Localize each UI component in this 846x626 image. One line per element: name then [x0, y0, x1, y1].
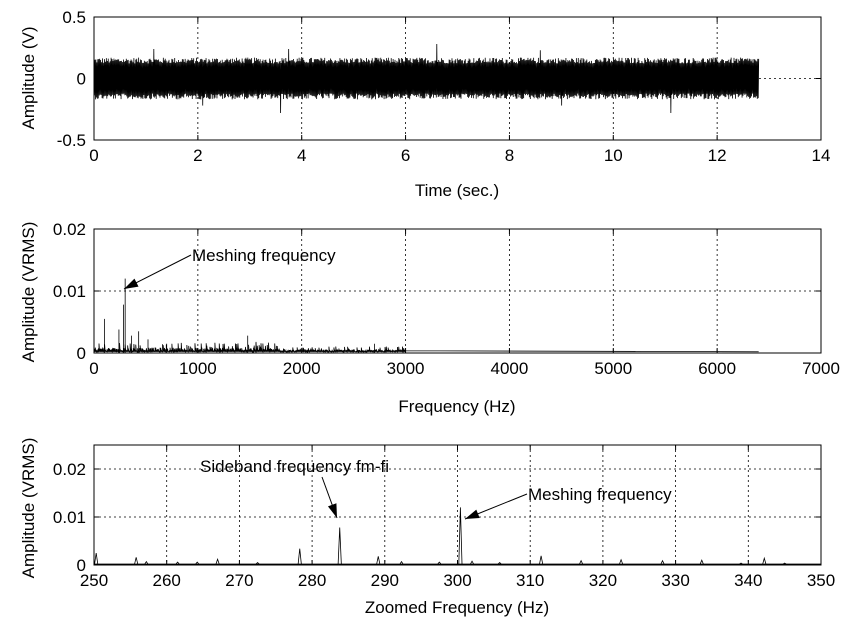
axes-frame — [93, 228, 822, 354]
zoomed-peak — [699, 559, 704, 565]
zoomed-peak — [255, 562, 260, 565]
annotation-label: Meshing frequency — [528, 485, 672, 504]
x-tick-label: 310 — [516, 571, 544, 590]
annotation-arrowhead — [327, 503, 337, 518]
y-axis-label: Amplitude (VRMS) — [19, 222, 38, 363]
annotation-arrowhead — [465, 509, 480, 519]
y-tick-label: 0.01 — [53, 282, 86, 301]
x-tick-label: 0 — [89, 146, 98, 165]
x-axis-label: Frequency (Hz) — [398, 397, 515, 416]
y-tick-label: 0.02 — [53, 220, 86, 239]
zoomed-peak — [619, 558, 624, 565]
y-axis-label: Amplitude (V) — [19, 27, 38, 130]
zoomed-peak — [337, 527, 342, 565]
zoomed-spectrum-panel: Amplitude (VRMS) Zoomed Frequency (Hz) 2… — [19, 438, 835, 617]
x-tick-label: 300 — [443, 571, 471, 590]
zoomed-peak — [399, 560, 404, 565]
zoomed-peak — [94, 552, 99, 565]
zoomed-peak — [437, 561, 442, 565]
x-tick-label: 4000 — [491, 359, 529, 378]
y-tick-label: 0 — [77, 344, 86, 363]
x-axis-label: Time (sec.) — [415, 181, 499, 200]
y-tick-label: 0.5 — [62, 8, 86, 27]
zoomed-peak — [458, 507, 463, 565]
x-tick-label: 8 — [505, 146, 514, 165]
zoomed-peak — [497, 562, 502, 565]
x-tick-label: 340 — [734, 571, 762, 590]
y-axis-label: Amplitude (VRMS) — [19, 438, 38, 579]
annotation-arrowhead — [124, 278, 139, 289]
y-tick-label: -0.5 — [57, 131, 86, 150]
x-tick-label: 0 — [89, 359, 98, 378]
y-tick-label: 0 — [77, 70, 86, 89]
time-signal-panel: Amplitude (V) Time (sec.) 0 2 4 6 8 10 12 14 -0.… — [19, 8, 830, 200]
x-tick-label: 6000 — [698, 359, 736, 378]
zoomed-peak — [579, 559, 584, 565]
axes-frame — [93, 16, 822, 141]
x-tick-label: 7000 — [802, 359, 840, 378]
x-tick-label: 5000 — [594, 359, 632, 378]
signal-trace — [93, 44, 760, 113]
zoomed-peak — [175, 561, 180, 565]
annotation-label: Sideband frequency fm-fi — [200, 457, 389, 476]
x-tick-label: 10 — [604, 146, 623, 165]
zoomed-peak — [144, 560, 149, 565]
spectrum-trace — [93, 342, 759, 354]
x-tick-label: 2 — [193, 146, 202, 165]
zoomed-peak — [660, 559, 665, 565]
x-tick-label: 270 — [225, 571, 253, 590]
x-tick-label: 6 — [401, 146, 410, 165]
zoomed-peak — [376, 556, 381, 565]
x-tick-label: 330 — [661, 571, 689, 590]
axes-frame — [93, 444, 822, 566]
zoomed-peak — [297, 548, 302, 565]
zoomed-peak — [195, 561, 200, 565]
annotation-label: Meshing frequency — [192, 246, 336, 265]
x-tick-label: 1000 — [179, 359, 217, 378]
x-tick-label: 350 — [807, 571, 835, 590]
zoomed-peak — [782, 562, 787, 565]
x-tick-label: 4 — [297, 146, 306, 165]
x-tick-label: 250 — [80, 571, 108, 590]
x-tick-label: 260 — [153, 571, 181, 590]
y-tick-label: 0 — [77, 556, 86, 575]
x-tick-label: 320 — [589, 571, 617, 590]
x-tick-label: 290 — [371, 571, 399, 590]
zoomed-peak — [539, 555, 544, 565]
x-tick-label: 12 — [708, 146, 727, 165]
x-tick-label: 2000 — [283, 359, 321, 378]
x-tick-label: 280 — [298, 571, 326, 590]
x-tick-label: 14 — [812, 146, 831, 165]
spectrum-panel: Amplitude (VRMS) Frequency (Hz) 0 1000 200… — [19, 220, 840, 416]
y-tick-label: 0.02 — [53, 460, 86, 479]
zoomed-peak — [739, 562, 743, 565]
zoomed-peak — [215, 557, 220, 565]
zoomed-peak — [762, 556, 767, 565]
x-tick-label: 3000 — [387, 359, 425, 378]
x-axis-label: Zoomed Frequency (Hz) — [365, 598, 549, 617]
zoomed-peak — [134, 557, 139, 565]
y-tick-label: 0.01 — [53, 508, 86, 527]
zoomed-peak — [470, 560, 474, 565]
